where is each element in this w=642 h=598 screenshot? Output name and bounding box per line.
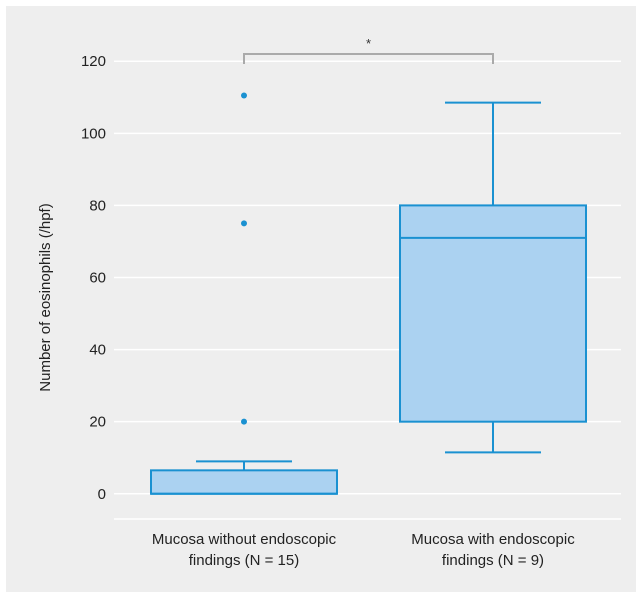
x-category-label: Mucosa without endoscopic (152, 531, 337, 548)
y-tick-label: 0 (98, 486, 106, 503)
grid-lines (114, 60, 621, 520)
outlier-point (241, 92, 247, 99)
significance-bracket: * (243, 36, 494, 65)
x-category-label: findings (N = 9) (442, 552, 544, 569)
y-tick-label: 40 (89, 342, 106, 359)
iqr-box (399, 204, 587, 423)
chart-panel: 0 20 40 60 80 100 120 Number of eosinophils (/… (6, 6, 636, 592)
y-axis-ticks: 0 20 40 60 80 100 120 (81, 53, 106, 503)
x-category-label: findings (N = 15) (189, 552, 299, 569)
y-tick-label: 80 (89, 197, 106, 214)
y-axis-label: Number of eosinophils (/hpf) (37, 203, 54, 391)
outlier-point (241, 418, 247, 425)
box-1 (150, 92, 338, 495)
box-2 (399, 101, 587, 454)
significance-bracket-line (243, 53, 494, 65)
y-tick-label: 60 (89, 270, 106, 287)
category-labels: Mucosa without endoscopic findings (N = 1… (152, 531, 575, 569)
iqr-box (150, 469, 338, 495)
y-tick-label: 120 (81, 53, 106, 70)
significance-label: * (366, 36, 371, 51)
x-category-label: Mucosa with endoscopic (411, 531, 575, 548)
boxes (150, 92, 587, 495)
outlier-point (241, 220, 247, 227)
box-plot: 0 20 40 60 80 100 120 Number of eosinophils (/… (37, 36, 621, 569)
y-tick-label: 100 (81, 125, 106, 142)
y-tick-label: 20 (89, 414, 106, 431)
